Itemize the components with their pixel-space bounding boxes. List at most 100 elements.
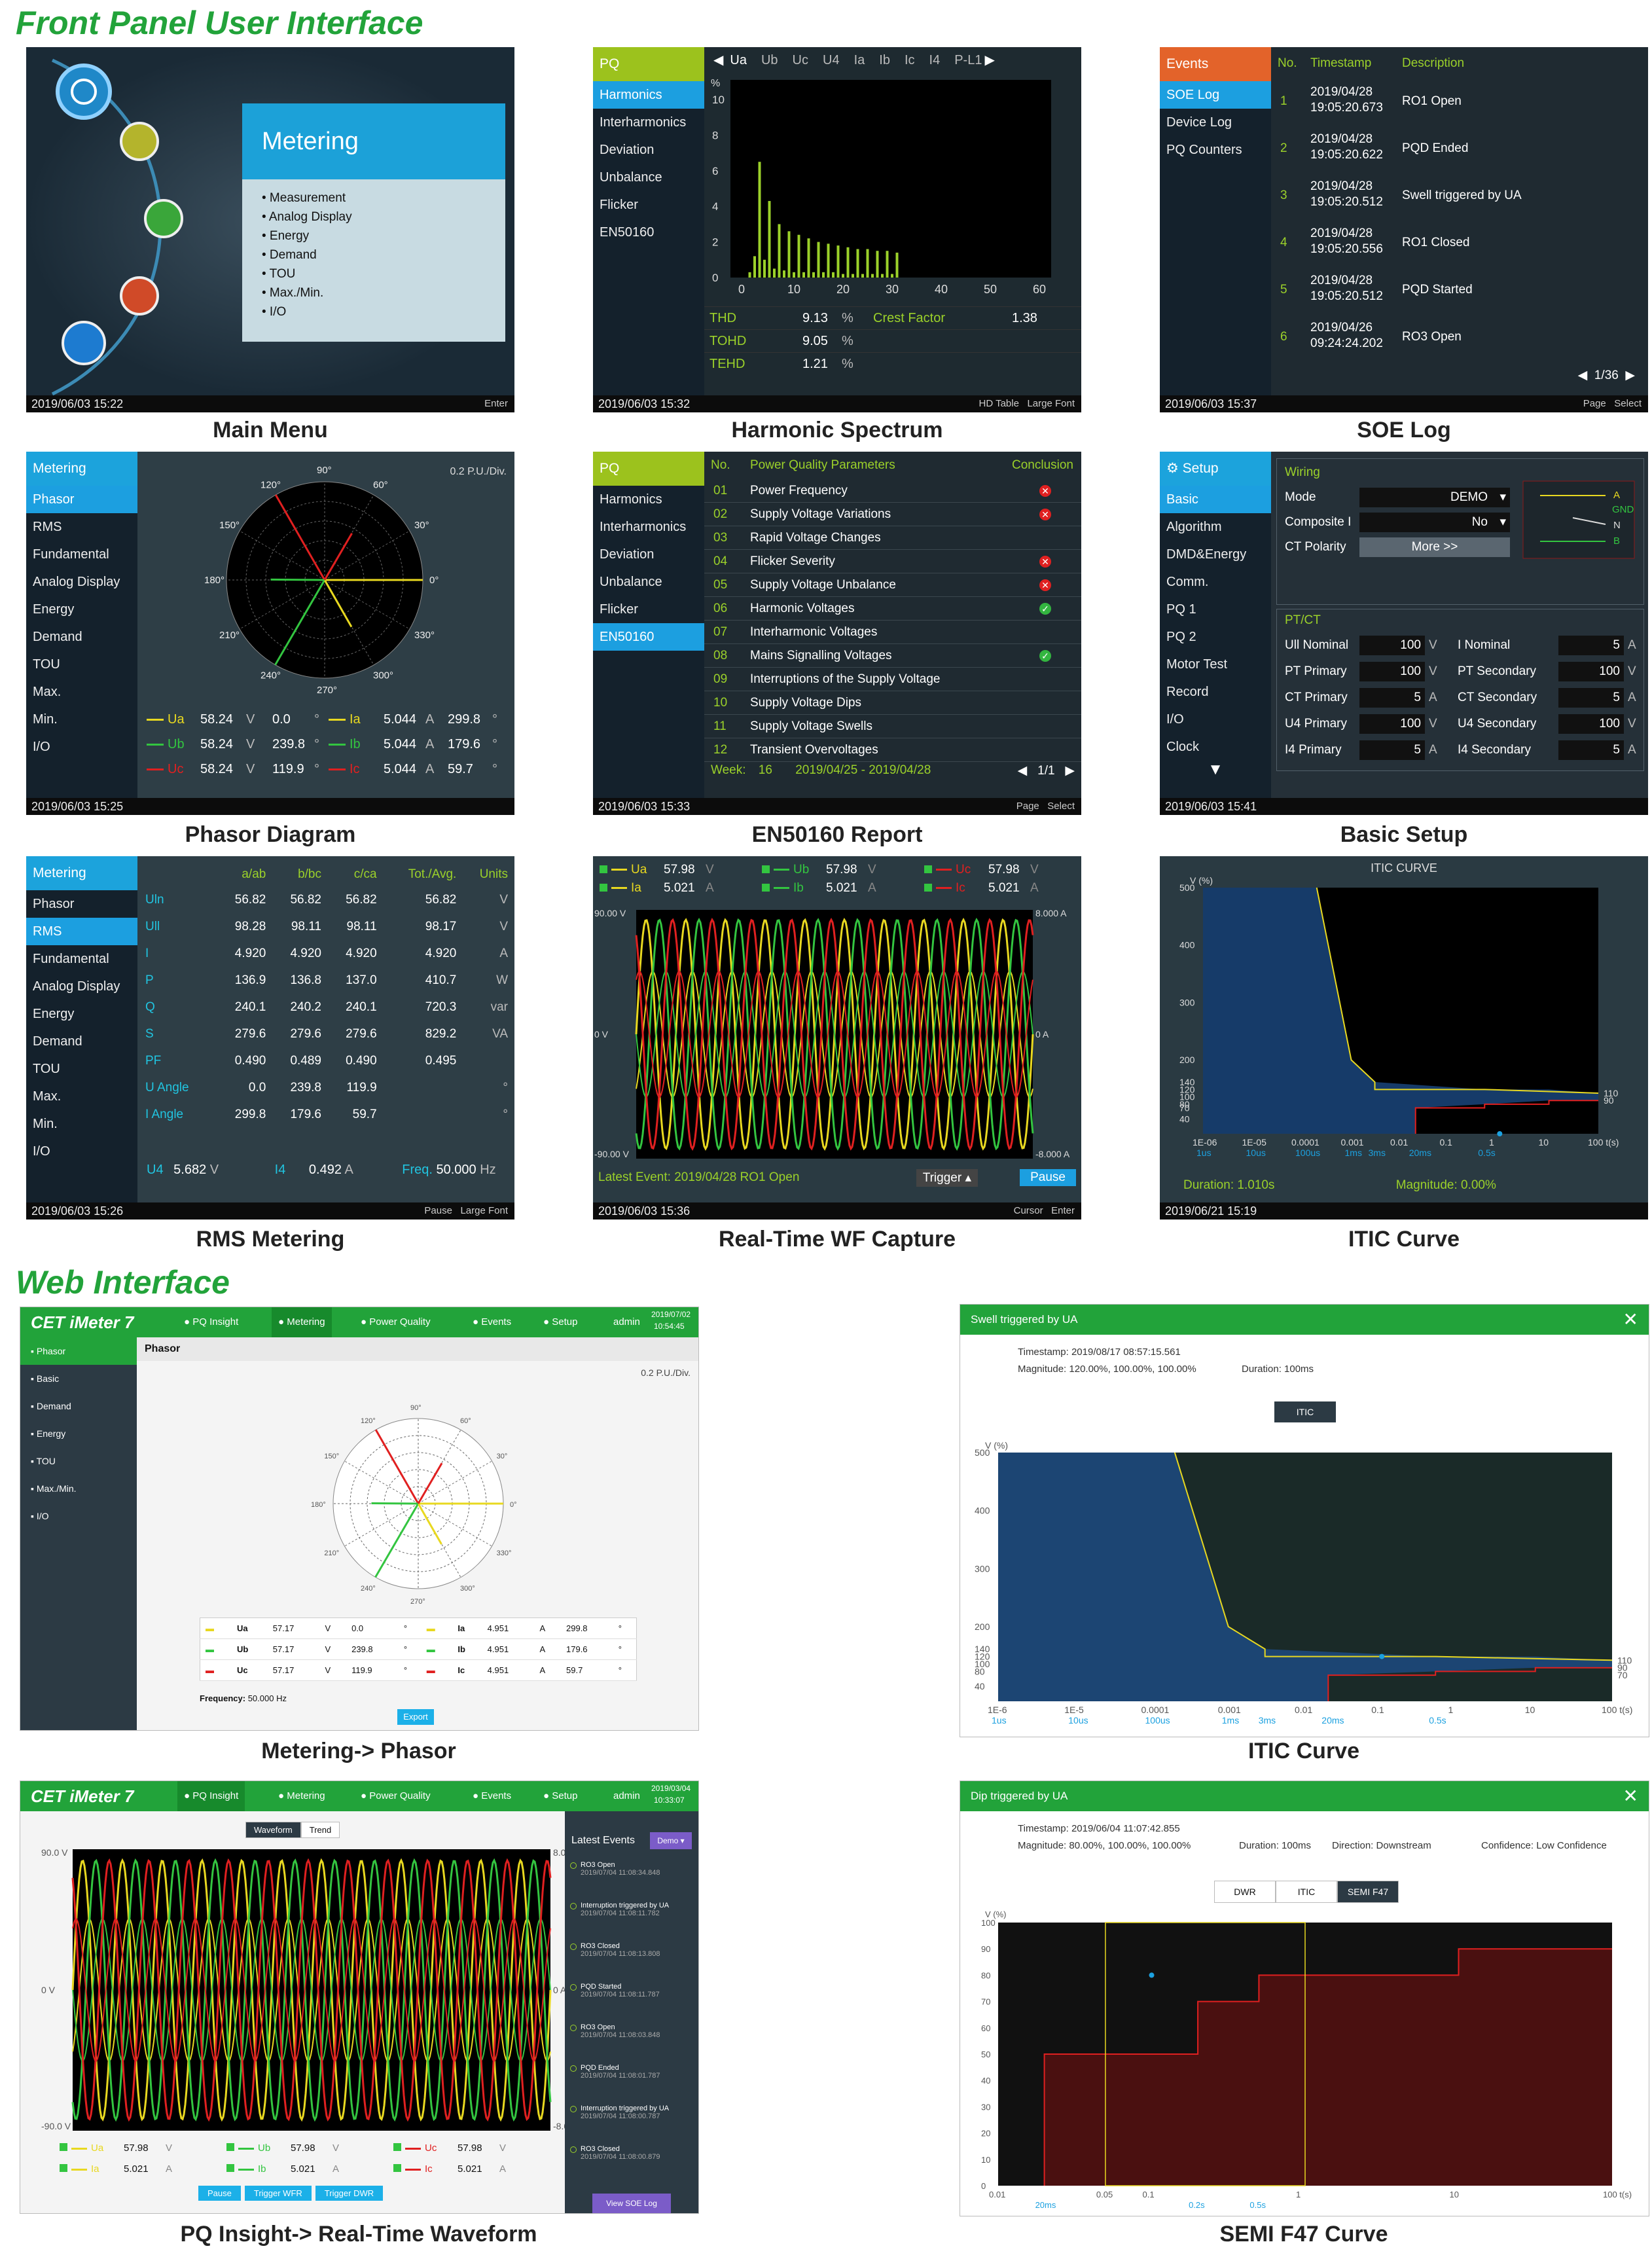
table-row[interactable]: 05 Supply Voltage Unbalance ✕	[704, 573, 1081, 597]
menu-item-harmonics[interactable]: Harmonics	[593, 81, 704, 109]
table-row[interactable]: 12 Transient Overvoltages	[704, 738, 1081, 762]
menu-item-demand[interactable]: Demand	[33, 630, 82, 644]
itic-tab[interactable]: ITIC	[1274, 1401, 1336, 1422]
menu-item-basic[interactable]: Basic	[1160, 486, 1271, 513]
legend-checkbox[interactable]	[226, 2164, 234, 2172]
nav-tab-setup[interactable]: ● Setup	[543, 1316, 578, 1328]
nav-tab-power-quality[interactable]: ● Power Quality	[361, 1790, 431, 1801]
tab-dwr[interactable]: DWR	[1214, 1881, 1276, 1903]
legend-checkbox[interactable]	[226, 2143, 234, 2151]
menu-item-deviation[interactable]: Deviation	[600, 143, 655, 157]
menu-item-harmonics[interactable]: Harmonics	[600, 492, 662, 507]
table-row[interactable]: 11 Supply Voltage Swells	[704, 715, 1081, 738]
event-item[interactable]: RO3 Open 2019/07/04 11:08:34.848	[570, 1861, 694, 1902]
menu-item-rms[interactable]: RMS	[33, 520, 62, 534]
menu-item-analog-display[interactable]: Analog Display	[33, 575, 120, 589]
menu-item-comm[interactable]: Comm.	[1166, 575, 1209, 589]
tab-setup[interactable]: ⚙ Setup	[1160, 452, 1271, 486]
event-item[interactable]: PQD Started 2019/07/04 11:08:11.787	[570, 1983, 694, 2023]
close-icon[interactable]: ✕	[1623, 1309, 1638, 1329]
channel-tab-ub[interactable]: Ub	[761, 53, 778, 67]
submenu-item-measurement[interactable]: • Measurement	[262, 191, 346, 205]
menu-item-energy[interactable]: Energy	[33, 602, 75, 617]
menu-item-max[interactable]: Max.	[33, 685, 62, 699]
legend-item[interactable]: Uc 57.98 V	[924, 861, 1081, 878]
menu-item-flicker[interactable]: Flicker	[600, 198, 638, 212]
document-icon[interactable]	[120, 122, 159, 161]
event-item[interactable]: RO3 Closed 2019/07/04 11:08:00.879	[570, 2145, 694, 2186]
sidebar-item-demand[interactable]: ▪ Demand	[31, 1401, 71, 1411]
legend-item[interactable]: Ib 5.021 A	[226, 2161, 393, 2178]
menu-item-i-o[interactable]: I/O	[33, 740, 50, 754]
legend-checkbox[interactable]	[924, 884, 932, 892]
submenu-item-tou[interactable]: • TOU	[262, 267, 296, 281]
scroll-down-icon[interactable]: ▼	[1208, 761, 1223, 778]
trigger-wfr-button[interactable]: Trigger WFR	[244, 2186, 312, 2201]
table-row[interactable]: 06 Harmonic Voltages ✓	[704, 597, 1081, 621]
ptct-input[interactable]: 5	[1359, 740, 1425, 760]
soe-pager[interactable]: ◀ 1/36 ▶	[1577, 369, 1635, 382]
nav-tab-pq-insight[interactable]: ● PQ Insight	[184, 1316, 239, 1328]
menu-item-dmd-energy[interactable]: DMD&Energy	[1166, 547, 1247, 562]
gear-icon[interactable]	[62, 321, 106, 365]
menu-item-phasor[interactable]: Phasor	[33, 897, 75, 911]
menu-item-max[interactable]: Max.	[33, 1089, 62, 1104]
nav-tab-events[interactable]: ● Events	[473, 1790, 512, 1801]
legend-checkbox[interactable]	[600, 884, 607, 892]
menu-item-soe-log[interactable]: SOE Log	[1160, 81, 1271, 109]
event-item[interactable]: Interruption triggered by UA 2019/07/04 1…	[570, 1902, 694, 1942]
legend-checkbox[interactable]	[762, 884, 770, 892]
legend-checkbox[interactable]	[762, 865, 770, 873]
table-row[interactable]: 3 2019/04/28 19:05:20.512 Swell triggered b…	[1271, 174, 1648, 221]
channel-tab-ic[interactable]: Ic	[904, 53, 915, 67]
trigger-button[interactable]: Trigger ▴	[916, 1169, 978, 1187]
menu-item-pq-1[interactable]: PQ 1	[1166, 602, 1196, 617]
legend-item[interactable]: Ua 57.98 V	[600, 861, 762, 878]
sidebar-item-phasor[interactable]: ▪ Phasor	[20, 1337, 137, 1365]
close-icon[interactable]: ✕	[1623, 1786, 1638, 1806]
pause-button[interactable]: Pause	[198, 2186, 241, 2201]
ptct-input[interactable]: 100	[1558, 662, 1624, 681]
view-soe-log-button[interactable]: View SOE Log	[592, 2194, 671, 2213]
legend-item[interactable]: Uc 57.98 V	[393, 2140, 560, 2157]
menu-item-flicker[interactable]: Flicker	[600, 602, 638, 617]
menu-item-tou[interactable]: TOU	[33, 1062, 60, 1076]
legend-checkbox[interactable]	[60, 2164, 67, 2172]
spectrum-icon[interactable]	[144, 199, 183, 238]
legend-item[interactable]: Ia 5.021 A	[600, 880, 762, 897]
menu-item-fundamental[interactable]: Fundamental	[33, 952, 109, 966]
legend-checkbox[interactable]	[600, 865, 607, 873]
nav-tab-setup[interactable]: ● Setup	[543, 1790, 578, 1801]
menu-item-pq-counters[interactable]: PQ Counters	[1166, 143, 1242, 157]
menu-item-unbalance[interactable]: Unbalance	[600, 170, 662, 185]
menu-item-fundamental[interactable]: Fundamental	[33, 547, 109, 562]
legend-item[interactable]: Ia 5.021 A	[60, 2161, 226, 2178]
ptct-input[interactable]: 5	[1558, 636, 1624, 655]
menu-item-interharmonics[interactable]: Interharmonics	[600, 115, 687, 130]
next-channel-icon[interactable]: ▶	[984, 53, 995, 67]
ptct-input[interactable]: 100	[1359, 636, 1425, 655]
menu-item-record[interactable]: Record	[1166, 685, 1209, 699]
table-row[interactable]: 4 2019/04/28 19:05:20.556 RO1 Closed	[1271, 221, 1648, 268]
sidebar-item-i-o[interactable]: ▪ I/O	[31, 1511, 49, 1521]
table-row[interactable]: 04 Flicker Severity ✕	[704, 550, 1081, 573]
menu-item-en50160[interactable]: EN50160	[600, 225, 655, 240]
ptct-input[interactable]: 100	[1558, 714, 1624, 734]
menu-item-demand[interactable]: Demand	[33, 1034, 82, 1049]
table-row[interactable]: 08 Mains Signalling Voltages ✓	[704, 644, 1081, 668]
menu-item-energy[interactable]: Energy	[33, 1007, 75, 1021]
channel-tab-u4[interactable]: U4	[823, 53, 840, 67]
pause-button[interactable]: Pause	[1020, 1169, 1076, 1186]
channel-tab-i4[interactable]: I4	[929, 53, 941, 67]
table-row[interactable]: 5 2019/04/28 19:05:20.512 PQD Started	[1271, 268, 1648, 316]
menu-item-min[interactable]: Min.	[33, 712, 58, 727]
submenu-item-demand[interactable]: • Demand	[262, 248, 317, 262]
export-button[interactable]: Export	[397, 1709, 434, 1725]
menu-item-algorithm[interactable]: Algorithm	[1166, 520, 1222, 534]
submenu-item-max-min[interactable]: • Max./Min.	[262, 286, 324, 300]
legend-item[interactable]: Ub 57.98 V	[762, 861, 924, 878]
menu-item-rms[interactable]: RMS	[26, 918, 137, 945]
menu-item-min[interactable]: Min.	[33, 1117, 58, 1131]
channel-tab-p-l1[interactable]: P-L1	[954, 53, 982, 67]
sidebar-item-tou[interactable]: ▪ TOU	[31, 1456, 56, 1466]
